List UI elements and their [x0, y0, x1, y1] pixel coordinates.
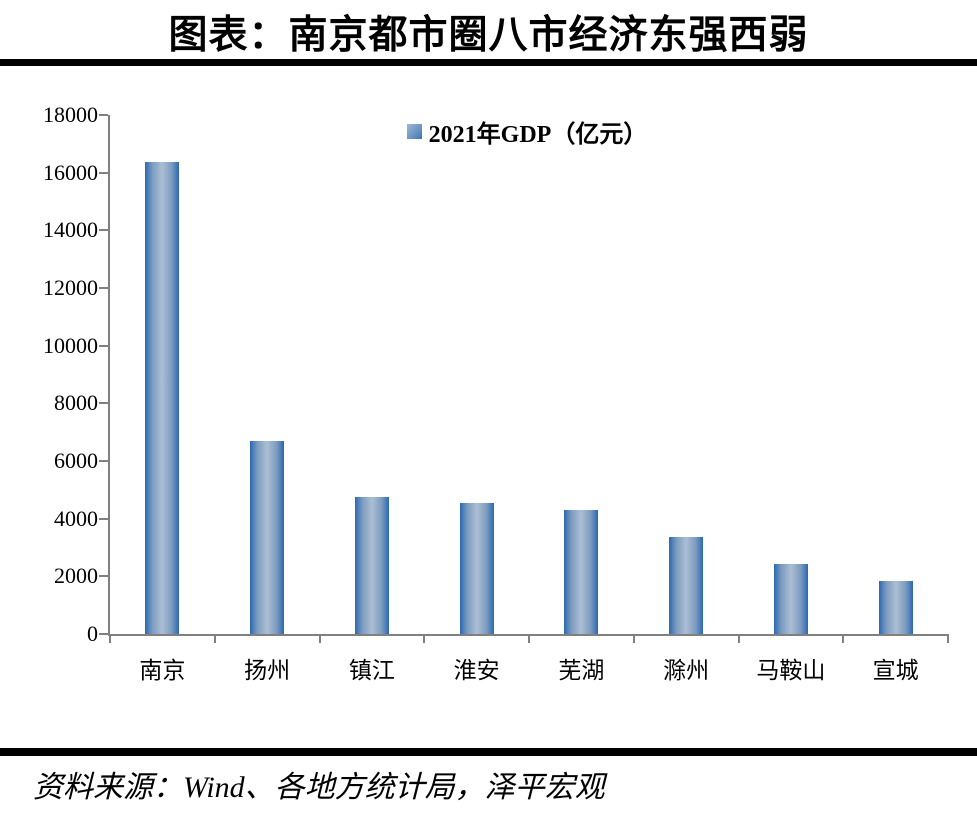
source-note: 资料来源：Wind、各地方统计局，泽平宏观: [33, 771, 605, 804]
y-axis-tick: [99, 460, 108, 462]
x-axis-label: 镇江: [348, 658, 395, 683]
y-axis-tick: [99, 114, 108, 116]
page-title: 图表：南京都市圈八市经济东强西弱: [168, 14, 809, 57]
x-axis-tick: [842, 634, 845, 643]
legend: 2021年GDP（亿元）: [108, 114, 946, 149]
bar-南京: [145, 162, 180, 634]
x-axis-tick: [318, 634, 321, 643]
bar-宣城: [878, 581, 913, 634]
y-axis-label: 0: [87, 621, 98, 646]
x-axis-tick: [632, 634, 635, 643]
legend-swatch-icon: [406, 124, 422, 139]
x-axis-tick: [109, 634, 111, 643]
bar-镇江: [354, 496, 389, 634]
y-axis-label: 2000: [54, 563, 98, 589]
y-axis-tick: [99, 402, 108, 405]
x-axis-tick: [213, 634, 216, 643]
y-axis-tick: [99, 229, 108, 232]
plot-area: 0 2000 4000 6000 8000 10000 12000 14000 16000 180…: [43, 103, 949, 683]
x-axis-label: 滁州: [663, 658, 710, 683]
y-axis-label: 8000: [54, 390, 98, 416]
x-axis-tick: [528, 634, 530, 643]
y-axis-label: 10000: [43, 332, 98, 358]
x-axis-label: 淮安: [453, 658, 500, 683]
y-axis-label: 4000: [54, 505, 98, 531]
x-axis-label: 宣城: [872, 658, 919, 683]
bar-芜湖: [564, 509, 599, 634]
y-axis-tick: [99, 344, 108, 347]
y-axis-label: 6000: [54, 448, 98, 473]
y-axis-tick: [99, 171, 108, 174]
bar-马鞍山: [773, 563, 808, 634]
bar-扬州: [250, 440, 285, 634]
y-axis-label: 14000: [43, 217, 98, 243]
y-axis-label: 12000: [43, 275, 98, 300]
y-axis-label: 18000: [43, 102, 98, 127]
y-axis-label: 16000: [43, 159, 98, 185]
bar-淮安: [459, 502, 494, 634]
x-axis-label: 扬州: [244, 658, 291, 683]
x-axis-tick: [423, 634, 426, 643]
legend-label: 2021年GDP（亿元）: [428, 122, 648, 148]
y-axis-tick: [99, 575, 108, 578]
top-divider: [0, 59, 977, 66]
y-axis-tick: [99, 633, 108, 635]
x-axis-tick: [737, 634, 740, 643]
y-axis-tick: [99, 287, 108, 289]
x-axis-label: 马鞍山: [756, 658, 826, 683]
bar-滁州: [669, 537, 704, 634]
x-axis-label: 南京: [139, 658, 186, 683]
y-axis-tick: [99, 517, 108, 520]
bottom-divider: [0, 748, 977, 756]
x-axis-tick: [947, 634, 949, 643]
x-axis-label: 芜湖: [558, 658, 605, 683]
